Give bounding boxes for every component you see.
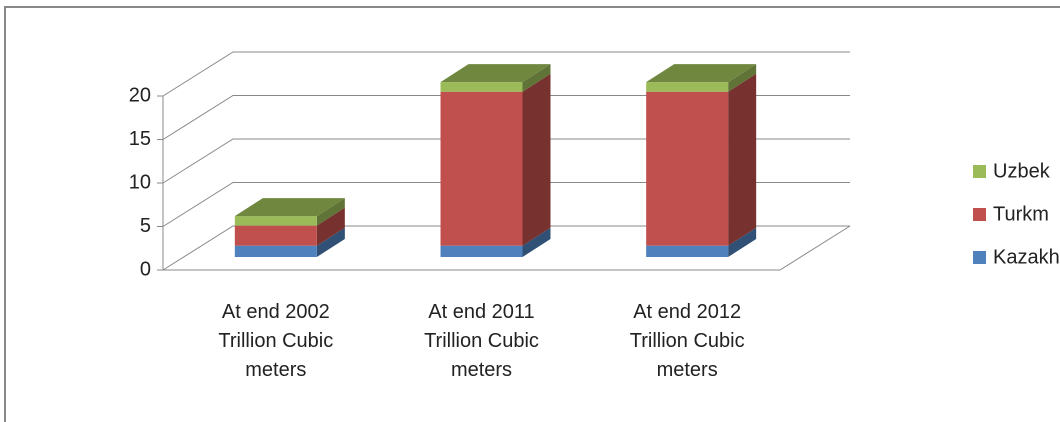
y-tick-label: 20 — [129, 84, 151, 106]
bar-side — [316, 198, 345, 226]
grid-line — [162, 51, 850, 97]
bar-side — [728, 64, 757, 92]
bar — [234, 245, 317, 257]
bar — [646, 82, 729, 92]
bar — [234, 225, 317, 246]
grid-line — [162, 138, 850, 184]
bar-top — [646, 64, 757, 83]
x-tick-label: At end 2011 Trillion Cubic meters — [424, 301, 539, 381]
legend-swatch — [973, 251, 986, 264]
bar-side — [728, 227, 757, 257]
legend-label: Turkm — [993, 203, 1049, 225]
floor — [163, 225, 851, 271]
y-tick-label: 0 — [140, 258, 151, 280]
y-tick-label: 10 — [129, 171, 151, 193]
bar — [440, 91, 523, 246]
chart-border — [4, 6, 1060, 422]
grid-line — [162, 225, 850, 271]
grid-line — [162, 182, 850, 227]
bar-top — [440, 64, 551, 83]
legend-label: Uzbek — [993, 160, 1051, 182]
bar-side — [728, 73, 757, 246]
bar-side — [522, 227, 551, 257]
x-tick-label: At end 2002 Trillion Cubic meters — [218, 301, 333, 381]
bar — [440, 245, 523, 257]
bar-side — [316, 207, 345, 246]
grid-line — [162, 95, 850, 140]
y-tick-label: 5 — [140, 215, 151, 237]
bar — [646, 91, 729, 246]
bar-side — [316, 227, 345, 257]
x-tick-label: At end 2012 Trillion Cubic meters — [630, 301, 745, 381]
bar — [646, 245, 729, 257]
legend-swatch — [973, 208, 986, 221]
bar — [234, 216, 317, 226]
bar-side — [522, 73, 551, 246]
bar-top — [234, 198, 345, 217]
bar — [440, 82, 523, 92]
legend-swatch — [973, 165, 986, 178]
legend-label: Kazakh — [993, 246, 1060, 268]
bar-side — [522, 64, 551, 92]
y-tick-label: 15 — [129, 128, 151, 150]
